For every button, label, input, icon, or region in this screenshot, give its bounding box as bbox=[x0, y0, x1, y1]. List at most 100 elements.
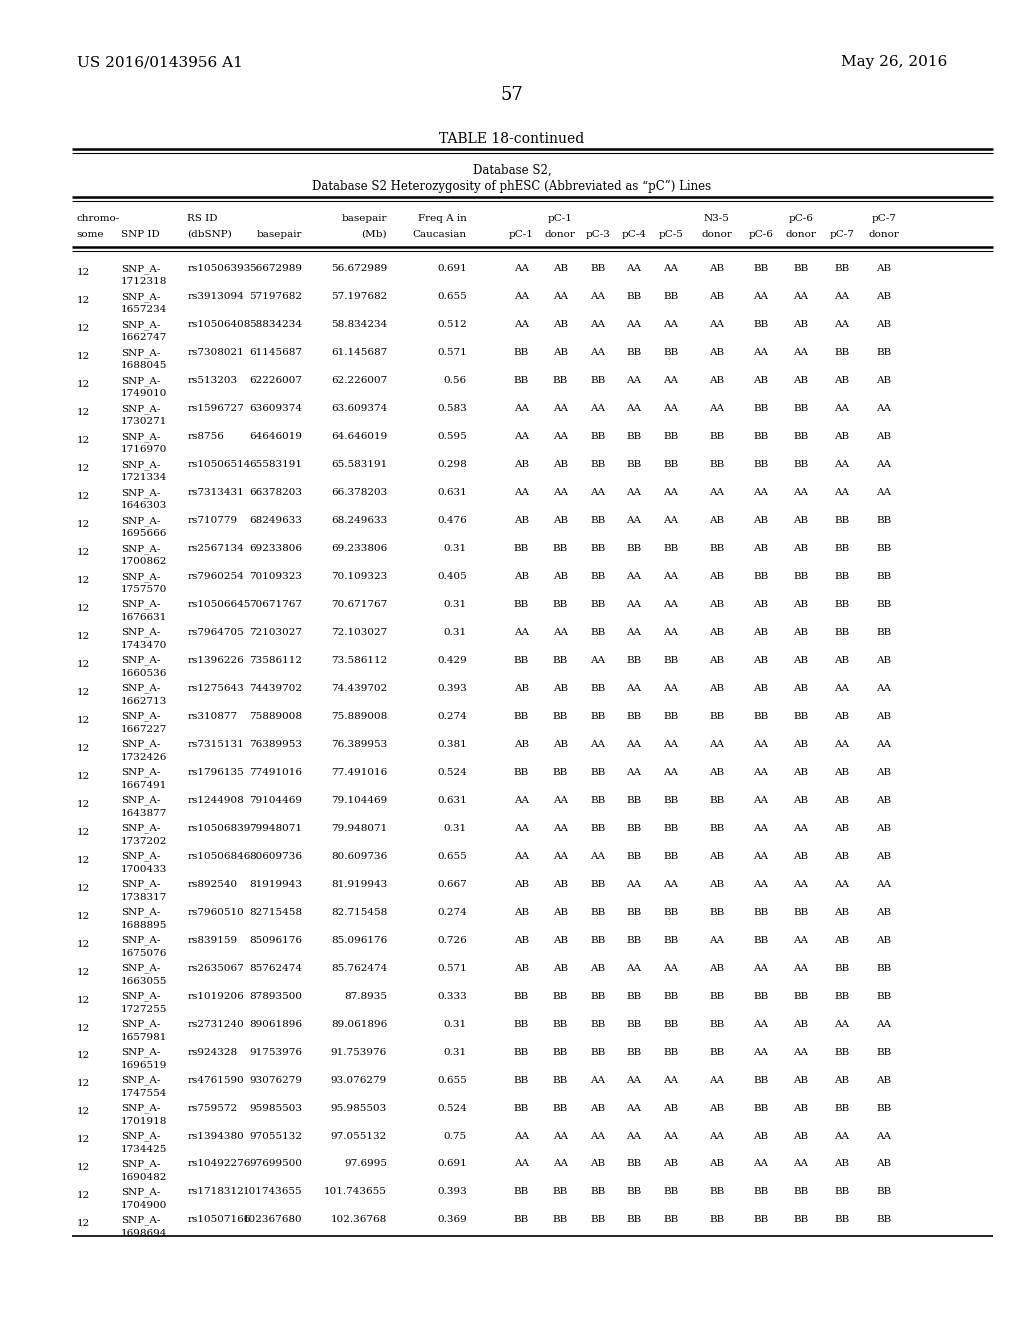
Text: BB: BB bbox=[877, 1104, 891, 1113]
Text: 69233806: 69233806 bbox=[249, 544, 302, 553]
Text: BB: BB bbox=[591, 544, 605, 553]
Text: AB: AB bbox=[710, 599, 724, 609]
Text: 85.762474: 85.762474 bbox=[331, 964, 387, 973]
Text: BB: BB bbox=[710, 1048, 724, 1056]
Text: BB: BB bbox=[664, 459, 678, 469]
Text: AA: AA bbox=[835, 879, 849, 888]
Text: BB: BB bbox=[591, 1019, 605, 1028]
Text: BB: BB bbox=[710, 1216, 724, 1225]
Text: 63.609374: 63.609374 bbox=[331, 404, 387, 413]
Text: 0.571: 0.571 bbox=[437, 348, 467, 356]
Text: 0.333: 0.333 bbox=[437, 991, 467, 1001]
Text: rs2731240: rs2731240 bbox=[187, 1019, 244, 1028]
Text: AB: AB bbox=[835, 796, 849, 805]
Text: BB: BB bbox=[835, 572, 849, 581]
Text: 64.646019: 64.646019 bbox=[331, 432, 387, 441]
Text: AA: AA bbox=[627, 628, 641, 636]
Text: 0.274: 0.274 bbox=[437, 908, 467, 916]
Text: BB: BB bbox=[835, 599, 849, 609]
Text: BB: BB bbox=[710, 908, 724, 916]
Text: rs10507166: rs10507166 bbox=[187, 1216, 251, 1225]
Text: BB: BB bbox=[877, 1188, 891, 1196]
Text: BB: BB bbox=[664, 936, 678, 945]
Text: BB: BB bbox=[835, 544, 849, 553]
Text: AB: AB bbox=[835, 656, 849, 665]
Text: AB: AB bbox=[877, 936, 891, 945]
Text: AB: AB bbox=[877, 796, 891, 805]
Text: (dbSNP): (dbSNP) bbox=[187, 230, 232, 239]
Text: rs1394380: rs1394380 bbox=[187, 1131, 244, 1140]
Text: 0.667: 0.667 bbox=[437, 879, 467, 888]
Text: AA: AA bbox=[553, 292, 567, 301]
Text: AA: AA bbox=[754, 739, 768, 748]
Text: donor: donor bbox=[545, 230, 575, 239]
Text: AB: AB bbox=[514, 516, 528, 525]
Text: 1700862: 1700862 bbox=[121, 557, 167, 566]
Text: BB: BB bbox=[664, 991, 678, 1001]
Text: 75.889008: 75.889008 bbox=[331, 711, 387, 721]
Text: AB: AB bbox=[877, 376, 891, 385]
Text: BB: BB bbox=[664, 656, 678, 665]
Text: AB: AB bbox=[794, 1019, 808, 1028]
Text: 12: 12 bbox=[77, 1220, 90, 1229]
Text: 1662747: 1662747 bbox=[121, 333, 167, 342]
Text: 1734425: 1734425 bbox=[121, 1144, 167, 1154]
Text: AB: AB bbox=[877, 1159, 891, 1168]
Text: 12: 12 bbox=[77, 520, 90, 529]
Text: 0.31: 0.31 bbox=[443, 544, 467, 553]
Text: rs1396226: rs1396226 bbox=[187, 656, 244, 665]
Text: rs7960510: rs7960510 bbox=[187, 908, 244, 916]
Text: BB: BB bbox=[835, 991, 849, 1001]
Text: rs710779: rs710779 bbox=[187, 516, 238, 525]
Text: BB: BB bbox=[591, 432, 605, 441]
Text: 0.512: 0.512 bbox=[437, 319, 467, 329]
Text: 0.476: 0.476 bbox=[437, 516, 467, 525]
Text: rs7313431: rs7313431 bbox=[187, 488, 244, 496]
Text: 12: 12 bbox=[77, 548, 90, 557]
Text: 85762474: 85762474 bbox=[249, 964, 302, 973]
Text: AA: AA bbox=[627, 319, 641, 329]
Text: 1675076: 1675076 bbox=[121, 949, 167, 958]
Text: AA: AA bbox=[664, 404, 678, 413]
Text: rs2635067: rs2635067 bbox=[187, 964, 244, 973]
Text: AB: AB bbox=[794, 796, 808, 805]
Text: SNP_A-: SNP_A- bbox=[121, 796, 160, 805]
Text: 1701918: 1701918 bbox=[121, 1117, 167, 1126]
Text: 58.834234: 58.834234 bbox=[331, 319, 387, 329]
Text: AB: AB bbox=[553, 964, 567, 973]
Text: BB: BB bbox=[627, 991, 641, 1001]
Text: AB: AB bbox=[553, 684, 567, 693]
Text: 57197682: 57197682 bbox=[249, 292, 302, 301]
Text: BB: BB bbox=[877, 599, 891, 609]
Text: SNP_A-: SNP_A- bbox=[121, 768, 160, 777]
Text: BB: BB bbox=[754, 432, 768, 441]
Text: 85.096176: 85.096176 bbox=[331, 936, 387, 945]
Text: 0.381: 0.381 bbox=[437, 739, 467, 748]
Text: AB: AB bbox=[877, 264, 891, 273]
Text: AB: AB bbox=[591, 964, 605, 973]
Text: AA: AA bbox=[835, 459, 849, 469]
Text: BB: BB bbox=[794, 432, 808, 441]
Text: 0.31: 0.31 bbox=[443, 1048, 467, 1056]
Text: AA: AA bbox=[794, 879, 808, 888]
Text: AB: AB bbox=[553, 459, 567, 469]
Text: 1738317: 1738317 bbox=[121, 892, 167, 902]
Text: AB: AB bbox=[514, 739, 528, 748]
Text: AA: AA bbox=[835, 292, 849, 301]
Text: AB: AB bbox=[794, 851, 808, 861]
Text: rs1275643: rs1275643 bbox=[187, 684, 244, 693]
Text: BB: BB bbox=[710, 1019, 724, 1028]
Text: BB: BB bbox=[664, 851, 678, 861]
Text: 101.743655: 101.743655 bbox=[325, 1188, 387, 1196]
Text: rs7960254: rs7960254 bbox=[187, 572, 244, 581]
Text: 79.104469: 79.104469 bbox=[331, 796, 387, 805]
Text: AB: AB bbox=[514, 879, 528, 888]
Text: 80.609736: 80.609736 bbox=[331, 851, 387, 861]
Text: AA: AA bbox=[664, 376, 678, 385]
Text: AA: AA bbox=[591, 404, 605, 413]
Text: AB: AB bbox=[794, 684, 808, 693]
Text: AB: AB bbox=[877, 768, 891, 776]
Text: BB: BB bbox=[627, 851, 641, 861]
Text: rs8756: rs8756 bbox=[187, 432, 224, 441]
Text: AA: AA bbox=[514, 264, 528, 273]
